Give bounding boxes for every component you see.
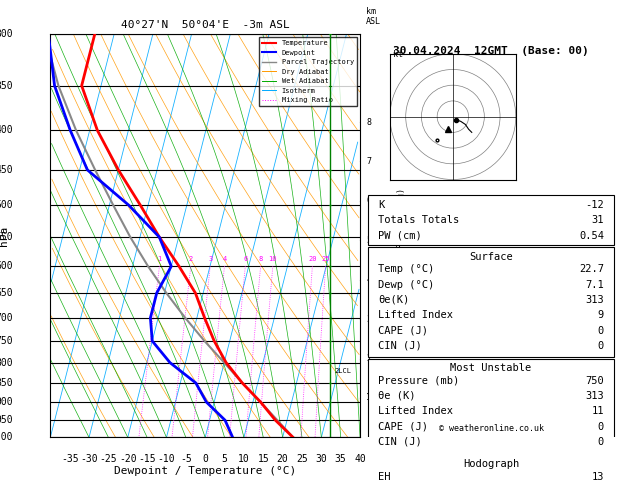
Legend: Temperature, Dewpoint, Parcel Trajectory, Dry Adiabat, Wet Adiabat, Isotherm, Mi: Temperature, Dewpoint, Parcel Trajectory… <box>259 37 357 106</box>
Text: -35: -35 <box>61 453 79 464</box>
FancyBboxPatch shape <box>368 455 614 486</box>
Text: 2: 2 <box>189 256 193 262</box>
Text: 350: 350 <box>0 81 13 91</box>
Text: CAPE (J): CAPE (J) <box>378 326 428 336</box>
Text: Hodograph: Hodograph <box>463 459 519 469</box>
FancyBboxPatch shape <box>368 247 614 357</box>
Text: 25: 25 <box>321 256 330 262</box>
Text: 0: 0 <box>598 437 604 447</box>
Text: 300: 300 <box>0 29 13 39</box>
Text: Dewp (°C): Dewp (°C) <box>378 279 435 290</box>
Text: 30: 30 <box>316 453 327 464</box>
Text: 500: 500 <box>0 200 13 210</box>
Text: K: K <box>378 200 384 210</box>
Text: 10: 10 <box>238 453 250 464</box>
Text: 0: 0 <box>598 421 604 432</box>
Text: Lifted Index: Lifted Index <box>378 406 454 417</box>
Text: 1000: 1000 <box>0 433 13 442</box>
Text: km
ASL: km ASL <box>366 6 381 26</box>
Text: 650: 650 <box>0 288 13 298</box>
Text: 35: 35 <box>335 453 347 464</box>
Text: EH: EH <box>378 471 391 482</box>
Text: 5: 5 <box>221 453 228 464</box>
Text: 25: 25 <box>296 453 308 464</box>
Text: -10: -10 <box>158 453 175 464</box>
Text: Pressure (mb): Pressure (mb) <box>378 376 459 385</box>
Text: 0.54: 0.54 <box>579 231 604 241</box>
FancyBboxPatch shape <box>368 359 614 453</box>
Text: 11: 11 <box>591 406 604 417</box>
Text: 10: 10 <box>269 256 277 262</box>
Text: 700: 700 <box>0 313 13 323</box>
Text: 7.1: 7.1 <box>585 279 604 290</box>
Text: 2: 2 <box>366 354 371 363</box>
Text: 4: 4 <box>366 275 371 284</box>
Text: 20: 20 <box>277 453 289 464</box>
Text: 3: 3 <box>366 314 371 324</box>
Text: kt: kt <box>393 50 403 59</box>
Text: 0: 0 <box>598 326 604 336</box>
Text: 850: 850 <box>0 378 13 388</box>
Text: 1: 1 <box>157 256 162 262</box>
Text: 5: 5 <box>366 236 371 245</box>
Text: 450: 450 <box>0 165 13 175</box>
Text: CIN (J): CIN (J) <box>378 341 422 351</box>
Text: 313: 313 <box>585 295 604 305</box>
Text: 6: 6 <box>366 196 371 206</box>
Text: 7: 7 <box>366 157 371 166</box>
Text: -20: -20 <box>119 453 136 464</box>
Text: 40: 40 <box>354 453 366 464</box>
Text: 31: 31 <box>591 215 604 226</box>
Text: 20: 20 <box>308 256 316 262</box>
Text: CIN (J): CIN (J) <box>378 437 422 447</box>
Text: Mixing Ratio (g/kg): Mixing Ratio (g/kg) <box>398 188 406 283</box>
Text: -30: -30 <box>81 453 98 464</box>
Text: 750: 750 <box>585 376 604 385</box>
Text: 6: 6 <box>243 256 247 262</box>
Text: 800: 800 <box>0 358 13 367</box>
Text: Dewpoint / Temperature (°C): Dewpoint / Temperature (°C) <box>114 466 296 476</box>
Text: Temp (°C): Temp (°C) <box>378 264 435 274</box>
Text: 750: 750 <box>0 336 13 346</box>
Text: 8: 8 <box>366 118 371 126</box>
Text: θe(K): θe(K) <box>378 295 409 305</box>
Text: 313: 313 <box>585 391 604 401</box>
Text: -25: -25 <box>99 453 117 464</box>
Text: 550: 550 <box>0 232 13 242</box>
FancyBboxPatch shape <box>368 195 614 245</box>
Text: 0: 0 <box>598 341 604 351</box>
Text: 13: 13 <box>591 471 604 482</box>
Text: 4: 4 <box>222 256 226 262</box>
Text: 600: 600 <box>0 261 13 271</box>
Text: © weatheronline.co.uk: © weatheronline.co.uk <box>438 424 543 434</box>
Text: PW (cm): PW (cm) <box>378 231 422 241</box>
Text: -15: -15 <box>138 453 156 464</box>
Text: -5: -5 <box>180 453 192 464</box>
Text: θe (K): θe (K) <box>378 391 416 401</box>
Text: 1: 1 <box>366 394 371 402</box>
Text: 15: 15 <box>257 453 269 464</box>
Text: 0: 0 <box>203 453 208 464</box>
Text: 30.04.2024  12GMT  (Base: 00): 30.04.2024 12GMT (Base: 00) <box>393 46 589 56</box>
Y-axis label: hPa: hPa <box>0 226 9 246</box>
Text: Lifted Index: Lifted Index <box>378 310 454 320</box>
Text: 3: 3 <box>208 256 213 262</box>
Text: 9: 9 <box>598 310 604 320</box>
Text: 22.7: 22.7 <box>579 264 604 274</box>
Text: -12: -12 <box>585 200 604 210</box>
Text: 8: 8 <box>259 256 263 262</box>
Title: 40°27'N  50°04'E  -3m ASL: 40°27'N 50°04'E -3m ASL <box>121 20 289 31</box>
Text: 900: 900 <box>0 397 13 407</box>
Text: 2LCL: 2LCL <box>334 368 351 374</box>
Text: Totals Totals: Totals Totals <box>378 215 459 226</box>
Text: 400: 400 <box>0 125 13 136</box>
Text: Most Unstable: Most Unstable <box>450 364 532 373</box>
Text: 950: 950 <box>0 415 13 425</box>
Text: Surface: Surface <box>469 252 513 262</box>
Text: CAPE (J): CAPE (J) <box>378 421 428 432</box>
